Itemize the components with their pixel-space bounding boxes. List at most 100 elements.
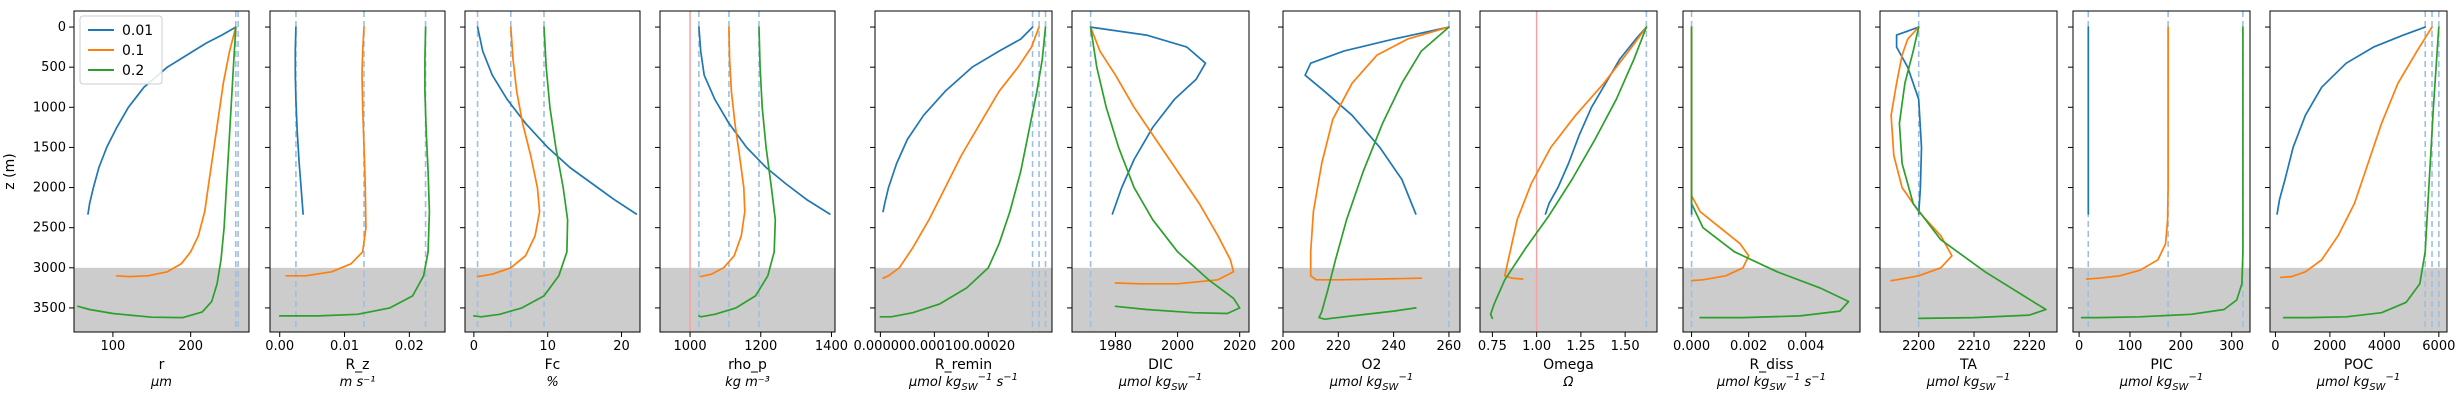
panel-frame bbox=[2269, 10, 2448, 333]
series-line-0.2 bbox=[1489, 26, 1648, 320]
x-tick-label: 0.02 bbox=[395, 339, 424, 354]
seafloor-shading bbox=[1683, 267, 1860, 332]
x-tick-label: 0.000 bbox=[1673, 339, 1710, 354]
y-tick-label: 1000 bbox=[33, 100, 66, 115]
x-axis-unit: μmol kgSW−1 bbox=[1926, 372, 2010, 393]
x-tick-label: 1200 bbox=[744, 339, 777, 354]
series-line-0.01 bbox=[2276, 26, 2427, 215]
panel-frame bbox=[2072, 10, 2251, 333]
x-axis-unit: Ω bbox=[1563, 375, 1574, 390]
series-line-0.2 bbox=[278, 26, 431, 317]
x-axis-label: R_diss bbox=[1749, 357, 1793, 373]
y-axis-label: z (m) bbox=[2, 153, 18, 189]
panel-frame bbox=[464, 10, 641, 333]
x-tick-label: 0.00000 bbox=[854, 339, 908, 354]
series-line-0.2 bbox=[2080, 26, 2244, 319]
series-line-0.2 bbox=[77, 26, 237, 319]
x-tick-label: 0.00 bbox=[265, 339, 294, 354]
x-axis-unit: m s⁻¹ bbox=[340, 375, 376, 390]
x-tick-label: 6000 bbox=[2422, 339, 2455, 354]
panel-POC: 0 2000 4000 6000 POC bbox=[2265, 10, 2455, 373]
x-tick-label: 0.00010 bbox=[907, 339, 961, 354]
x-tick-label: 0.75 bbox=[1478, 339, 1507, 354]
x-tick-label: 1.50 bbox=[1611, 339, 1640, 354]
panel-plot-area bbox=[2276, 11, 2440, 332]
x-axis-label: Fc bbox=[545, 357, 561, 373]
y-tick-label: 2000 bbox=[33, 181, 66, 196]
panel-plot-area bbox=[689, 11, 831, 332]
x-tick-label: 1980 bbox=[1099, 339, 1132, 354]
legend: 0.01 0.1 0.2 bbox=[79, 15, 163, 85]
y-tick-label: 3500 bbox=[33, 301, 66, 316]
panel-O2: 200 220 240 260 O2 bbox=[1271, 10, 1461, 373]
x-tick-label: 0 bbox=[2075, 339, 2083, 354]
series-line-0.2 bbox=[473, 26, 569, 318]
x-tick-label: 2220 bbox=[2013, 339, 2046, 354]
x-tick-label: 2000 bbox=[1161, 339, 1194, 354]
x-tick-label: 0.004 bbox=[1787, 339, 1824, 354]
panel-plot-area bbox=[1089, 11, 1241, 332]
panel-plot-area bbox=[278, 11, 431, 332]
panel-plot-area bbox=[473, 11, 638, 332]
panel-plot-area bbox=[1690, 11, 1850, 332]
x-axis-unit: μmol kgSW−1 bbox=[2316, 372, 2400, 393]
seafloor-shading bbox=[1283, 267, 1460, 332]
panel-rho_p: 1000 1200 1400 rho_p bbox=[655, 10, 848, 373]
series-line-0.2 bbox=[1898, 26, 2047, 320]
x-axis-unit: μmol kgSW−1 s−1 bbox=[1716, 372, 1826, 393]
y-tick-label: 2500 bbox=[33, 221, 66, 236]
series-line-0.01 bbox=[1544, 26, 1648, 215]
panel-Omega: 0.75 1.00 1.25 1.50 Omega bbox=[1475, 10, 1658, 373]
x-axis-label: R_z bbox=[345, 357, 369, 373]
series-line-0.01 bbox=[1895, 26, 1923, 215]
y-tick-label: 0 bbox=[58, 20, 66, 35]
x-tick-label: 2210 bbox=[1957, 339, 1990, 354]
x-tick-label: 10 bbox=[539, 339, 556, 354]
x-axis-unit: μmol kgSW−1 bbox=[1118, 372, 1202, 393]
seafloor-shading bbox=[1480, 267, 1657, 332]
y-tick-label: 500 bbox=[41, 60, 66, 75]
x-axis-unit: μm bbox=[150, 375, 172, 390]
series-line-0.2 bbox=[1318, 26, 1450, 321]
series-line-0.1 bbox=[1089, 26, 1235, 285]
y-tick-label: 1500 bbox=[33, 140, 66, 155]
panel-frame bbox=[1479, 10, 1658, 333]
x-tick-label: 2000 bbox=[2313, 339, 2346, 354]
x-tick-label: 1.25 bbox=[1566, 339, 1595, 354]
series-line-0.1 bbox=[699, 26, 746, 278]
panel-plot-area bbox=[2080, 11, 2244, 332]
panel-frame bbox=[659, 10, 836, 333]
x-tick-label: 220 bbox=[1326, 339, 1351, 354]
x-tick-label: 1000 bbox=[674, 339, 707, 354]
legend-label-0.2: 0.2 bbox=[122, 63, 144, 79]
x-axis-label: TA bbox=[1959, 357, 1977, 373]
panel-frame bbox=[1879, 10, 2058, 333]
legend-box bbox=[79, 15, 163, 85]
x-tick-label: 100 bbox=[2118, 339, 2143, 354]
x-tick-label: 20 bbox=[613, 339, 630, 354]
panel-R_remin: 0.00000 0.00010 0.00020 R_remin bbox=[854, 10, 1053, 373]
x-tick-label: 0.00020 bbox=[961, 339, 1015, 354]
panel-R_diss: 0.000 0.002 0.004 R_diss bbox=[1673, 10, 1861, 373]
panel-plot-area bbox=[1890, 11, 2047, 332]
x-tick-label: 100 bbox=[100, 339, 125, 354]
x-tick-label: 200 bbox=[178, 339, 203, 354]
series-line-0.01 bbox=[476, 26, 638, 215]
x-axis-label: POC bbox=[2344, 357, 2373, 373]
seafloor-shading bbox=[1880, 267, 2057, 332]
panel-frame bbox=[1682, 10, 1861, 333]
series-line-0.1 bbox=[1503, 26, 1648, 280]
panel-frame bbox=[1071, 10, 1250, 333]
series-line-0.1 bbox=[476, 26, 541, 278]
x-tick-label: 300 bbox=[2219, 339, 2244, 354]
series-line-0.1 bbox=[1690, 26, 1750, 282]
series-line-0.01 bbox=[294, 26, 304, 215]
x-tick-label: 200 bbox=[2168, 339, 2193, 354]
x-tick-label: 0.01 bbox=[330, 339, 359, 354]
x-axis-unit: μmol kgSW−1 bbox=[2119, 372, 2203, 393]
series-line-0.1 bbox=[2085, 26, 2169, 280]
seafloor-shading bbox=[270, 267, 445, 332]
